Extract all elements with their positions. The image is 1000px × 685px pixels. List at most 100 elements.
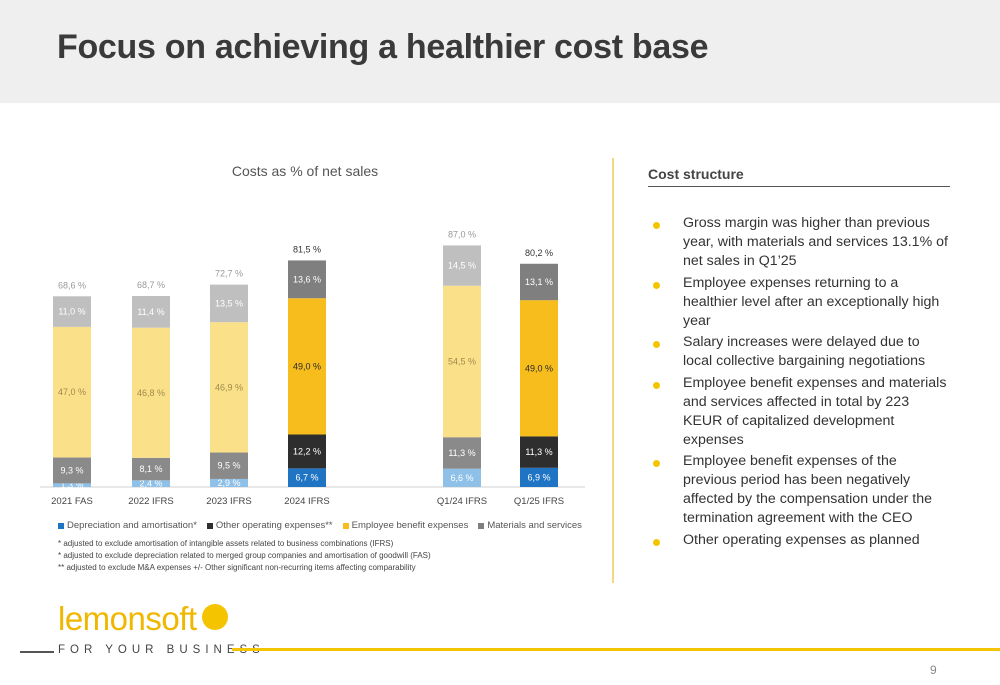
data-label: 2,9 %: [217, 478, 240, 488]
bar-segment: [520, 467, 558, 487]
bar-segment: [520, 263, 558, 301]
bar-segment: [53, 326, 91, 458]
total-label: 81,5 %: [293, 244, 321, 254]
bullet-item: Employee benefit expenses of the previou…: [650, 452, 950, 528]
bar-segment: [288, 468, 326, 487]
data-label: 47,0 %: [58, 387, 86, 397]
data-label: 6,9 %: [527, 472, 550, 482]
bullet-text: Gross margin was higher than previous ye…: [683, 215, 948, 269]
legend-label-depreciation: Depreciation and amortisation*: [67, 520, 197, 531]
tagline-accent-line: [232, 648, 1000, 651]
heading-underline: [648, 186, 950, 187]
bullet-item: Other operating expenses as planned: [650, 531, 950, 550]
bar-segment: [443, 285, 481, 438]
logo-tagline: FOR YOUR BUSINESS: [58, 644, 265, 656]
data-label: 11,3 %: [448, 448, 475, 458]
data-label: 14,5 %: [448, 261, 476, 271]
bar-segment: [53, 296, 91, 327]
data-label: 8,1 %: [139, 464, 162, 474]
bar-segment: [288, 298, 326, 435]
bullet-item: Salary increases were delayed due to loc…: [650, 333, 950, 371]
bar-segment: [132, 296, 170, 328]
data-label: 49,0 %: [525, 363, 553, 373]
category-label: 2023 IFRS: [206, 496, 251, 507]
bullet-dot-icon: [653, 460, 660, 467]
cost-structure-heading: Cost structure: [648, 166, 744, 182]
bullet-dot-icon: [653, 281, 660, 289]
bar-segment: [443, 245, 481, 286]
legend-label-materials: Materials and services: [487, 520, 582, 531]
total-label: 80,2 %: [525, 248, 553, 258]
bullet-dot-icon: [653, 381, 660, 389]
data-label: 13,6 %: [293, 274, 321, 284]
total-label: 68,6 %: [58, 280, 86, 290]
bullet-text: Employee expenses returning to a healthi…: [683, 274, 940, 329]
legend-swatch-other-operating: [206, 522, 213, 529]
category-label: Q1/25 IFRS: [514, 496, 564, 507]
cost-chart: 1,3 % 9,3 % 47,0 % 11,0 % 68,6 % 2021 FAS 2,4 …: [40, 229, 585, 507]
legend-label-employee-benefit: Employee benefit expenses: [351, 520, 469, 531]
data-label: 9,5 %: [217, 461, 240, 471]
bar-segment: [210, 478, 248, 487]
legend-label-other-operating: Other operating expenses**: [215, 520, 333, 531]
category-label: Q1/24 IFRS: [437, 496, 487, 507]
cost-structure-bullets: Gross margin was higher than previous ye…: [650, 214, 950, 552]
data-label: 11,0 %: [58, 307, 85, 317]
legend-swatch-depreciation: [58, 522, 64, 529]
data-label: 12,2 %: [293, 446, 321, 456]
bar-segment: [210, 452, 248, 479]
total-label: 68,7 %: [137, 280, 165, 290]
bar-segment: [132, 457, 170, 481]
data-label: 6,6 %: [450, 473, 473, 483]
bar-segment: [288, 434, 326, 469]
bar-segment: [520, 300, 558, 437]
data-label: 11,3 %: [525, 447, 552, 457]
footnote: * adjusted to exclude depreciation relat…: [58, 551, 431, 560]
header-band: [0, 0, 1000, 103]
bar-segment: [443, 468, 481, 487]
bullet-dot-icon: [653, 538, 660, 546]
footnote: * adjusted to exclude amortisation of in…: [58, 539, 394, 548]
bullet-item: Gross margin was higher than previous ye…: [650, 214, 950, 271]
data-label: 1,3 %: [60, 480, 83, 490]
bar-segment: [132, 327, 170, 458]
category-label: 2021 FAS: [51, 496, 93, 507]
bar-segment: [53, 457, 91, 484]
data-label: 13,1 %: [525, 277, 553, 287]
bar-segment: [288, 260, 326, 299]
footnote: ** adjusted to exclude M&A expenses +/- …: [58, 563, 416, 572]
data-label: 46,8 %: [137, 388, 165, 398]
bar-segment: [53, 483, 91, 487]
footnotes: * adjusted to exclude amortisation of in…: [58, 538, 431, 574]
total-label: 72,7 %: [215, 269, 243, 279]
category-label: 2022 IFRS: [128, 496, 173, 507]
total-label: 87,0 %: [448, 229, 476, 239]
legend-item-materials: Materials and services: [478, 520, 582, 531]
chart-title: Costs as % of net sales: [231, 163, 379, 179]
legend-swatch-materials: [478, 522, 485, 529]
legend-swatch-employee-benefit: [342, 522, 349, 529]
bullet-text: Employee benefit expenses and materials …: [683, 374, 947, 448]
chart-legend: Depreciation and amortisation* Other ope…: [58, 520, 582, 531]
page-number: 9: [930, 663, 937, 677]
data-label: 2,4 %: [139, 479, 162, 489]
category-label: 2024 IFRS: [284, 496, 329, 507]
vertical-divider: [612, 158, 614, 583]
data-label: 6,7 %: [295, 473, 318, 483]
bar-segment: [520, 436, 558, 468]
bar-segment: [443, 437, 481, 469]
bar-segment: [132, 480, 170, 487]
page-title: Focus on achieving a healthier cost base: [57, 28, 709, 66]
bullet-dot-icon: [653, 341, 660, 348]
legend-item-other-operating: Other operating expenses**: [206, 520, 333, 531]
lemon-dot-icon: [202, 604, 228, 630]
lemonsoft-logo: lemonsoft: [58, 600, 197, 637]
legend-item-employee-benefit: Employee benefit expenses: [342, 520, 469, 531]
tagline-line-left: [20, 651, 54, 653]
data-label: 9,3 %: [60, 465, 83, 475]
bullet-item: Employee expenses returning to a healthi…: [650, 274, 950, 331]
data-label: 13,5 %: [215, 298, 243, 308]
bar-segment: [210, 322, 248, 453]
data-label: 11,4 %: [137, 307, 164, 317]
legend-item-depreciation: Depreciation and amortisation*: [58, 520, 197, 531]
